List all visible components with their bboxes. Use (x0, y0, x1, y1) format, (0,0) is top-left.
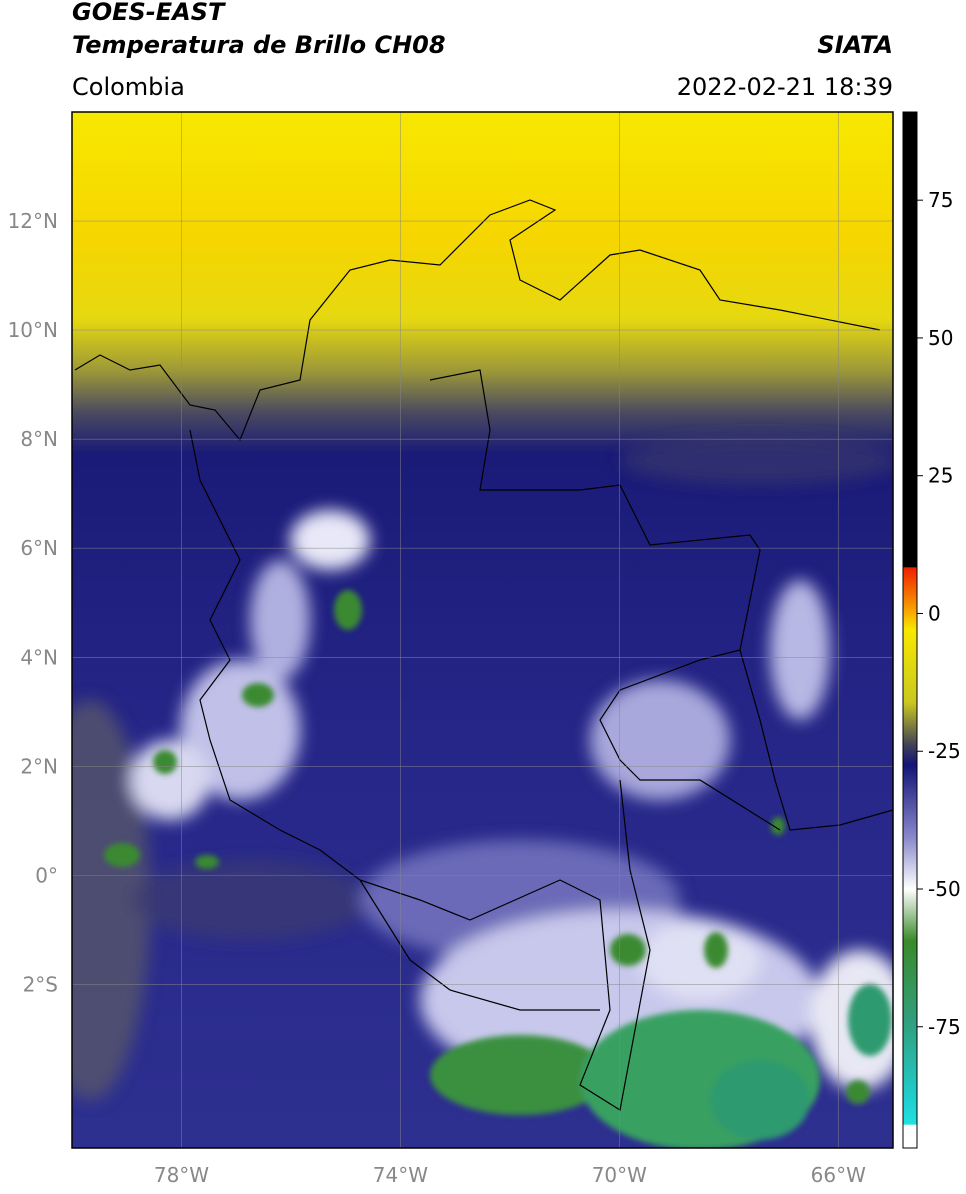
title-line1: GOES-EAST (72, 0, 226, 26)
source: SIATA (817, 31, 893, 59)
lat-tick-label: 2°N (20, 754, 58, 778)
title-line2: Temperatura de Brillo CH08 (72, 31, 446, 59)
lat-tick-label: 6°N (20, 536, 58, 560)
colorbar-tick-label: -50 (928, 877, 961, 901)
grid (72, 112, 893, 1148)
region: Colombia (72, 73, 185, 101)
lat-tick-label: 2°S (23, 972, 58, 996)
lon-tick-label: 66°W (811, 1163, 866, 1187)
colorbar-tick-label: -75 (928, 1015, 961, 1039)
lat-tick-label: 4°N (20, 645, 58, 669)
colorbar-tick-label: 50 (928, 326, 953, 350)
colorbar (902, 111, 918, 1149)
lat-tick-label: 12°N (8, 209, 58, 233)
lat-tick-label: 8°N (20, 427, 58, 451)
map-frame (71, 111, 894, 1149)
colorbar-tick-label: 75 (928, 188, 953, 212)
lon-tick-label: 70°W (592, 1163, 647, 1187)
colorbar-tick-label: 25 (928, 464, 953, 488)
datetime: 2022-02-21 18:39 (677, 73, 893, 101)
map-image (72, 112, 893, 1148)
lat-tick-label: 0° (35, 863, 58, 887)
colorbar-tick-label: -25 (928, 739, 961, 763)
lat-tick-label: 10°N (8, 318, 58, 342)
lon-tick-label: 78°W (154, 1163, 209, 1187)
lon-tick-label: 74°W (373, 1163, 428, 1187)
colorbar-tick-label: 0 (928, 601, 941, 625)
